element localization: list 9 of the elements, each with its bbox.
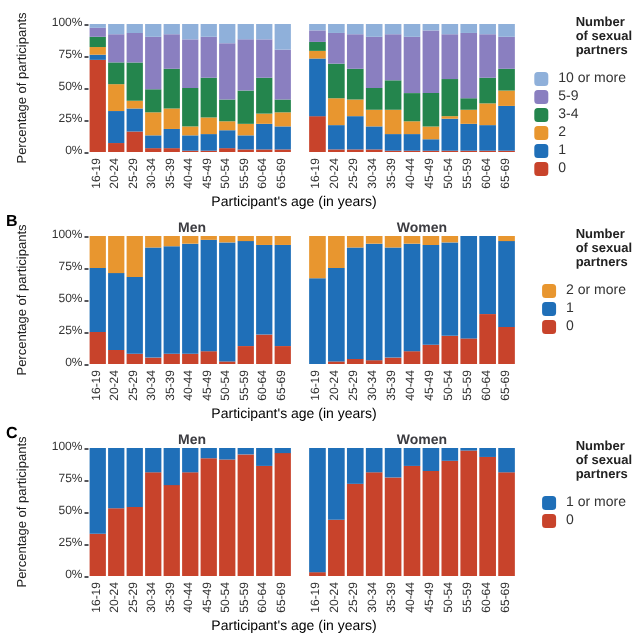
text: B — [6, 212, 18, 230]
bar — [309, 41, 326, 51]
bar — [309, 58, 326, 117]
bar — [89, 47, 106, 55]
bar — [309, 50, 326, 59]
bar — [498, 236, 515, 242]
bar — [89, 36, 106, 48]
text: C — [6, 424, 18, 442]
bar — [89, 54, 106, 60]
